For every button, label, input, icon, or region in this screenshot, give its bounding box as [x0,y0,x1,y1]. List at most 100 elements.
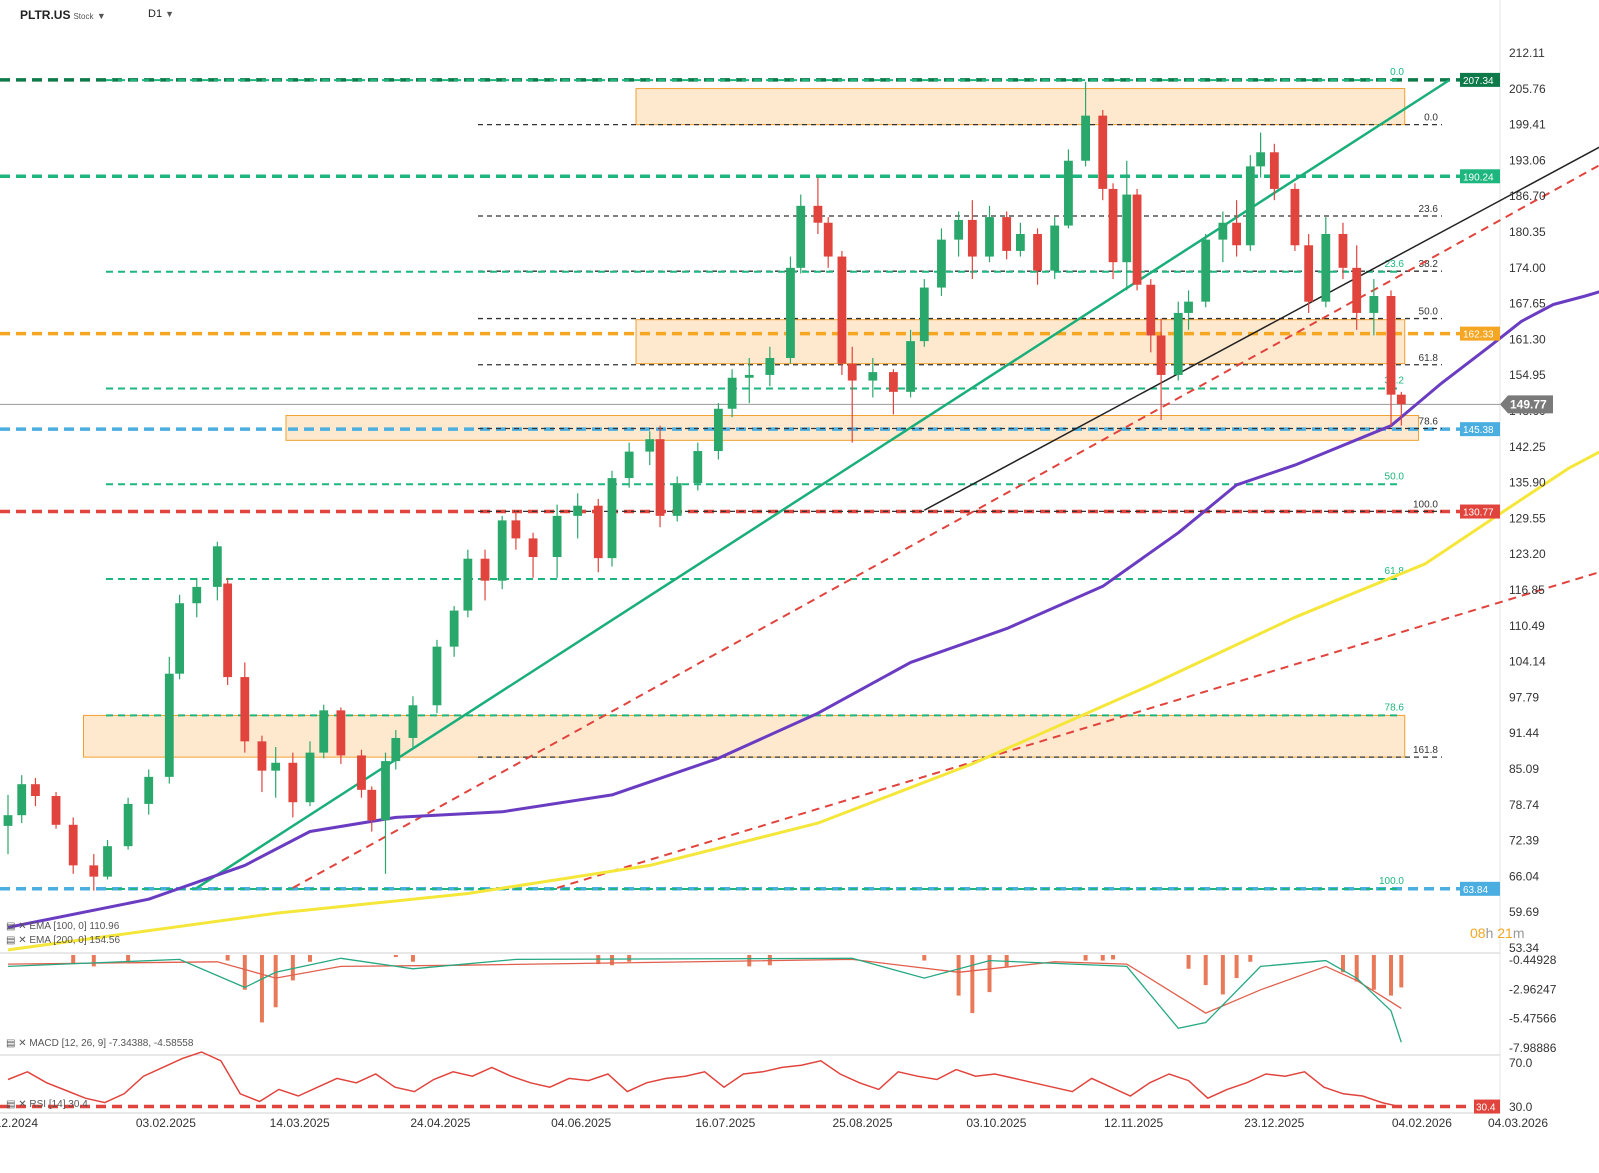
candle-body [1002,217,1012,251]
candle-body [786,267,795,359]
macd-histogram-bar [308,955,312,962]
price-tag-bg [1500,395,1553,414]
candle-body [192,586,202,604]
candle-body [1304,245,1314,302]
candle-body [1232,222,1241,246]
candle-body [823,222,833,257]
candle-body [432,646,442,706]
price-tag-label: 162.33 [1463,330,1494,341]
candle-body [271,762,281,771]
candle-body [51,796,61,825]
price-tick-label: 180.35 [1509,225,1546,239]
rsi-tick-label: 70.0 [1509,1056,1533,1070]
candle-body [17,784,27,816]
candle-body [645,439,655,452]
macd-legend-text: MACD [12, 26, 9] -7.34388, -4.58558 [29,1038,194,1049]
candle-body [305,752,315,803]
date-tick-label: 24.04.2025 [410,1116,470,1130]
candle-body [1033,234,1042,271]
candle-body [336,710,346,756]
candle-body [1064,160,1073,226]
price-tick-label: 161.30 [1509,332,1546,346]
price-tag-bg [1460,169,1500,184]
candle-body [357,755,366,790]
ema100-line [7,290,1599,929]
trend-line-green [196,79,1450,889]
ema100-legend[interactable]: ▤ ✕ EMA [100, 0] 110.96 [6,921,119,932]
candle-body [837,256,847,364]
date-tick-label: 12.11.2025 [1104,1116,1163,1130]
close-icon[interactable]: ▤ ✕ [6,1038,27,1049]
candle-body [123,803,133,847]
candle-body [906,341,915,392]
candle-body [1173,312,1183,375]
channel-line-lower [556,571,1599,889]
candle-timer: 08h 21m [1470,925,1525,941]
price-axis: 212.11 205.76 199.41 193.06 186.70 180.35 174.… [1509,46,1546,955]
macd-legend[interactable]: ▤ ✕ MACD [12, 26, 9] -7.34388, -4.58558 [6,1038,193,1049]
close-icon[interactable]: ▤ ✕ [6,921,27,932]
fib-label-green: 23.6 [1385,259,1405,270]
fib-label-black: 23.6 [1419,204,1439,215]
fib-label-green: 100.0 [1379,876,1404,887]
price-tick-label: 212.11 [1509,46,1545,60]
fib-label-green: 61.8 [1385,566,1405,577]
zone-box [635,88,1406,126]
candle-body [693,451,703,484]
rsi-panel: 30.4 70.0 30.0 [0,1051,1533,1114]
candle-body [288,762,298,803]
price-tags: 207.34 190.24 162.33 149.77 145.38 130.77 63.8… [1460,72,1553,896]
macd-histogram-bar [1220,955,1225,995]
timer-minutes: 21 [1497,925,1513,941]
date-tick-label: 19.12.2024 [0,1116,38,1130]
timeframe-selector[interactable]: D1 ▼ [148,8,174,20]
price-tick-label: 97.79 [1509,690,1539,704]
candle-body [511,520,521,539]
macd-tick-label: -2.96247 [1509,982,1557,996]
trend-line-black [923,146,1599,511]
candle-body [1269,152,1279,189]
candle-body [1218,222,1228,240]
macd-histogram-bar [393,955,398,958]
candle-body [713,408,723,452]
macd-histogram-bar [970,955,975,1014]
candle-body [1108,188,1118,263]
macd-tick-label: -7.98886 [1509,1041,1557,1055]
close-icon[interactable]: ▤ ✕ [6,935,27,946]
macd-histogram-bar [956,955,961,996]
price-tag-label: 149.77 [1510,397,1547,411]
candle-body [813,205,823,223]
fib-label-black: 50.0 [1419,307,1439,318]
rsi-line [7,1051,1402,1108]
candle-body [223,583,233,678]
symbol-selector[interactable]: PLTR.US Stock ▼ [20,8,106,22]
candle-body [144,776,154,804]
candle-body [1122,194,1132,263]
macd-histogram-bar [91,955,96,967]
date-tick-label: 04.03.2026 [1488,1116,1548,1130]
timer-hours: 08 [1470,925,1486,941]
date-tick-label: 04.02.2026 [1392,1116,1452,1130]
channel-line-upper [292,164,1599,889]
candle-body [528,538,538,558]
macd-line [7,957,1402,1043]
candle-body [1290,188,1300,246]
candle-body [1132,194,1142,285]
price-tick-label: 59.69 [1509,905,1539,919]
fib-label-black: 61.8 [1419,353,1439,364]
price-tag-label: 145.38 [1463,425,1494,436]
price-tick-label: 78.74 [1509,798,1539,812]
candle-body [1098,115,1108,189]
price-tick-label: 167.65 [1509,297,1546,311]
macd-histogram-bar [987,955,992,993]
candle-body [89,865,99,877]
candle-body [497,520,507,581]
candle-body [1352,267,1362,313]
candle-body [727,377,737,409]
close-icon[interactable]: ▤ ✕ [6,1099,27,1110]
rsi-legend[interactable]: ▤ ✕ RSI [14] 30.4 [6,1099,88,1110]
date-tick-label: 23.12.2025 [1244,1116,1304,1130]
macd-histogram-bar [1203,955,1208,986]
ema200-legend[interactable]: ▤ ✕ EMA [200, 0] 154.56 [6,935,120,946]
